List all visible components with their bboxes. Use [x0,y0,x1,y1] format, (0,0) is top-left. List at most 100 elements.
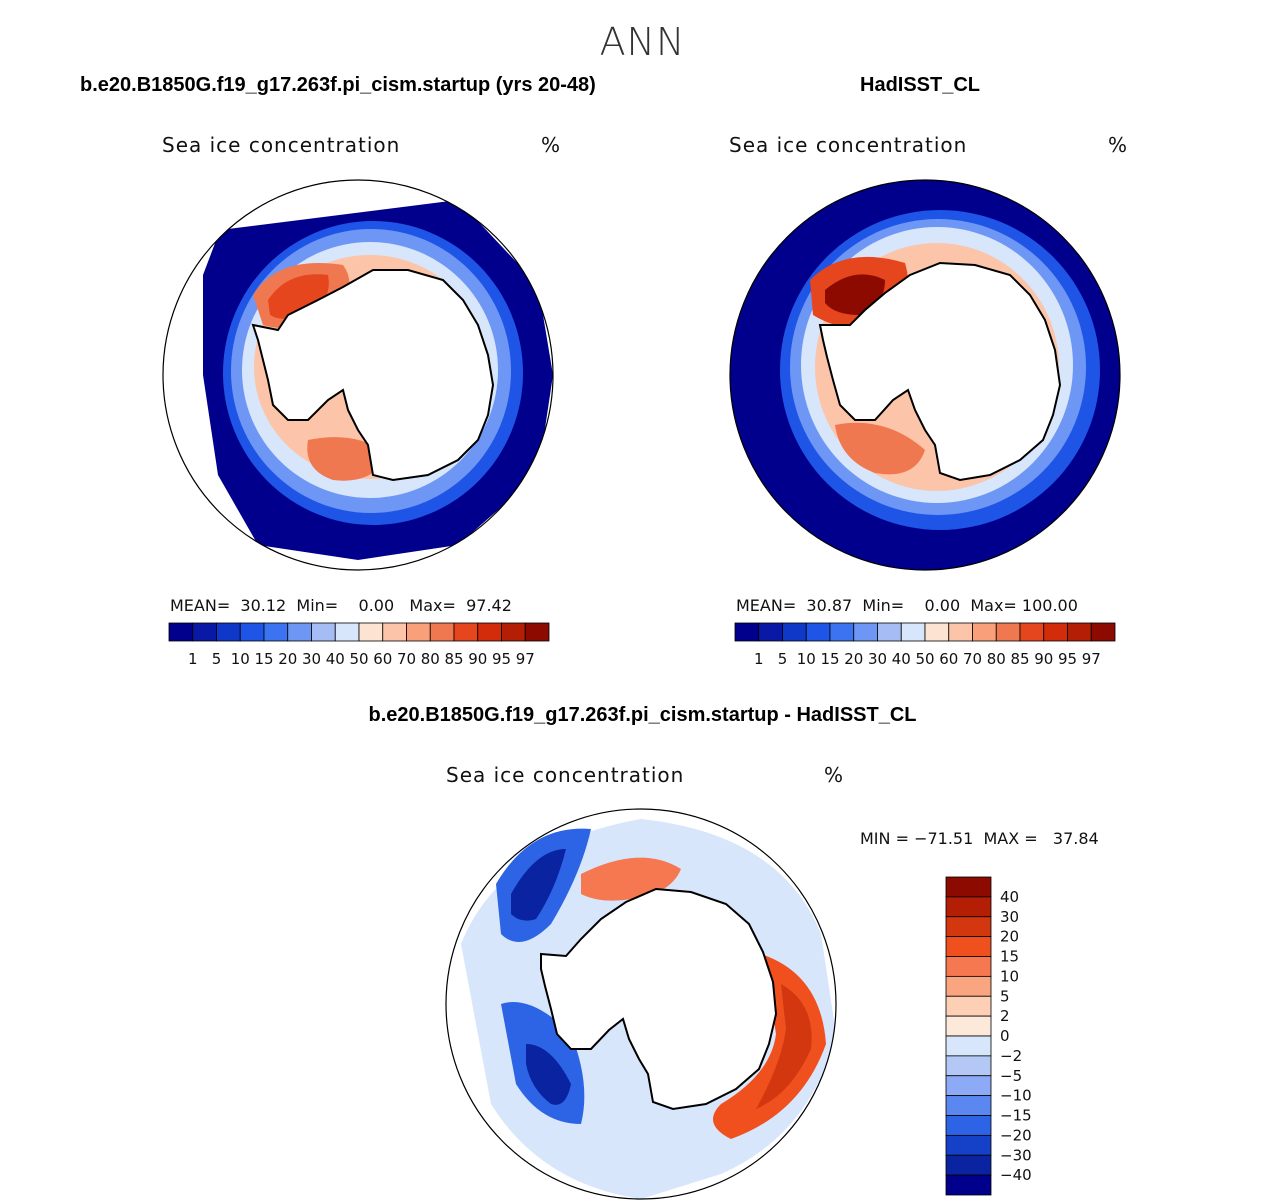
colorbar-tick-label: 10 [797,650,816,668]
colorbar-tick-label: 85 [1010,650,1029,668]
colorbar-cell [311,622,336,642]
colorbar-cell [948,622,973,642]
diff-minmax: MIN = −71.51 MAX = 37.84 [860,829,1099,848]
colorbar-cell [805,622,831,642]
colorbar-cell [216,622,241,642]
colorbar-cell [382,622,407,642]
colorbar-cell [945,1115,992,1136]
diff-map [445,808,837,1200]
colorbar-cell [995,622,1021,642]
colorbar-tick-label: 1 [188,650,198,668]
panel2-units: % [1108,133,1129,157]
colorbar-tick-label: 90 [468,650,487,668]
colorbar-tick-label: 30 [868,650,887,668]
colorbar-tick-label: 85 [444,650,463,668]
colorbar-cell [501,622,526,642]
colorbar-cell [477,622,502,642]
colorbar-cell [168,622,194,642]
colorbar-cell [1090,622,1116,642]
colorbar-tick-label: 5 [778,650,788,668]
colorbar-tick-label: 0 [1000,1027,1010,1045]
panel1-variable: Sea ice concentration [162,133,401,157]
diff-units: % [824,763,845,787]
panel1-units: % [541,133,562,157]
colorbar-cell [877,622,902,642]
colorbar-tick-label: 60 [373,650,392,668]
colorbar-tick-label: 40 [892,650,911,668]
colorbar-cell [782,622,807,642]
colorbar-cell [429,622,455,642]
colorbar-tick-label: 30 [1000,908,1019,926]
colorbar-tick-label: 95 [1058,650,1077,668]
colorbar-cell [524,622,550,642]
colorbar-cell [734,622,760,642]
colorbar-cell [1019,622,1045,642]
antarctica [818,261,1062,482]
colorbar-cell [945,975,992,997]
figure-title: ANN [599,20,686,64]
colorbar-cell [1067,622,1092,642]
colorbar-tick-label: −15 [1000,1107,1032,1125]
colorbar-tick-label: −20 [1000,1126,1032,1144]
colorbar-cell [945,1154,992,1176]
colorbar-tick-label: 40 [326,650,345,668]
colorbar-tick-label: 1 [754,650,764,668]
colorbar-tick-label: 70 [397,650,416,668]
colorbar-cell [192,622,217,642]
colorbar-cell [945,1134,992,1156]
colorbar-tick-label: 15 [254,650,273,668]
colorbar-cell [406,622,431,642]
colorbar-cell [945,1035,992,1057]
panel1-colorbar: 1 5 10 15 20 30 40 50 60 70 80 85 90 95 97 [168,622,550,668]
ross-high-ice [835,422,925,475]
panel2-case-title: HadISST_CL [860,74,981,96]
colorbar-tick-label: 10 [231,650,250,668]
colorbar-tick-label: 15 [1000,948,1019,966]
colorbar-cell [945,1055,992,1077]
panel1-stats: MEAN= 30.12 Min= 0.00 Max= 97.42 [170,596,512,615]
colorbar-cell [945,916,992,938]
colorbar-tick-label: −5 [1000,1067,1022,1085]
colorbar-cell [945,1095,992,1116]
panel2-variable: Sea ice concentration [729,133,968,157]
colorbar-cell [829,622,855,642]
panel2-map [729,179,1121,571]
colorbar-tick-label: 20 [278,650,297,668]
colorbar-cell [758,622,783,642]
colorbar-tick-label: 90 [1034,650,1053,668]
colorbar-cell [945,1174,992,1196]
colorbar-cell [945,876,992,898]
colorbar-cell [263,622,289,642]
colorbar-cell [900,622,926,642]
colorbar-tick-label: −2 [1000,1047,1022,1065]
diff-case-title: b.e20.B1850G.f19_g17.263f.pi_cism.startu… [368,704,917,726]
panel1-map [162,179,554,571]
panel2-colorbar: 1 5 10 15 20 30 40 50 60 70 80 85 90 95 97 [734,622,1116,668]
diff-variable: Sea ice concentration [446,763,685,787]
colorbar-tick-label: −10 [1000,1087,1032,1105]
colorbar-cell [239,622,265,642]
colorbar-tick-label: 20 [1000,928,1019,946]
colorbar-cell [358,622,384,642]
colorbar-cell [1043,622,1068,642]
colorbar-cell [945,995,992,1017]
antarctica [540,887,778,1111]
colorbar-tick-label: 30 [302,650,321,668]
antarctica [251,269,495,482]
colorbar-tick-label: 95 [492,650,511,668]
colorbar-tick-label: 50 [349,650,368,668]
colorbar-tick-label: 5 [1000,987,1010,1005]
colorbar-tick-label: 20 [844,650,863,668]
colorbar-tick-label: 97 [516,650,535,668]
colorbar-tick-label: 40 [1000,888,1019,906]
colorbar-tick-label: 97 [1082,650,1101,668]
colorbar-cell [334,622,360,642]
colorbar-tick-label: −40 [1000,1166,1032,1184]
colorbar-tick-label: 10 [1000,967,1019,985]
colorbar-cell [972,622,997,642]
colorbar-cell [945,1015,992,1037]
colorbar-cell [945,956,992,977]
colorbar-cell [924,622,950,642]
colorbar-cell [945,936,992,957]
